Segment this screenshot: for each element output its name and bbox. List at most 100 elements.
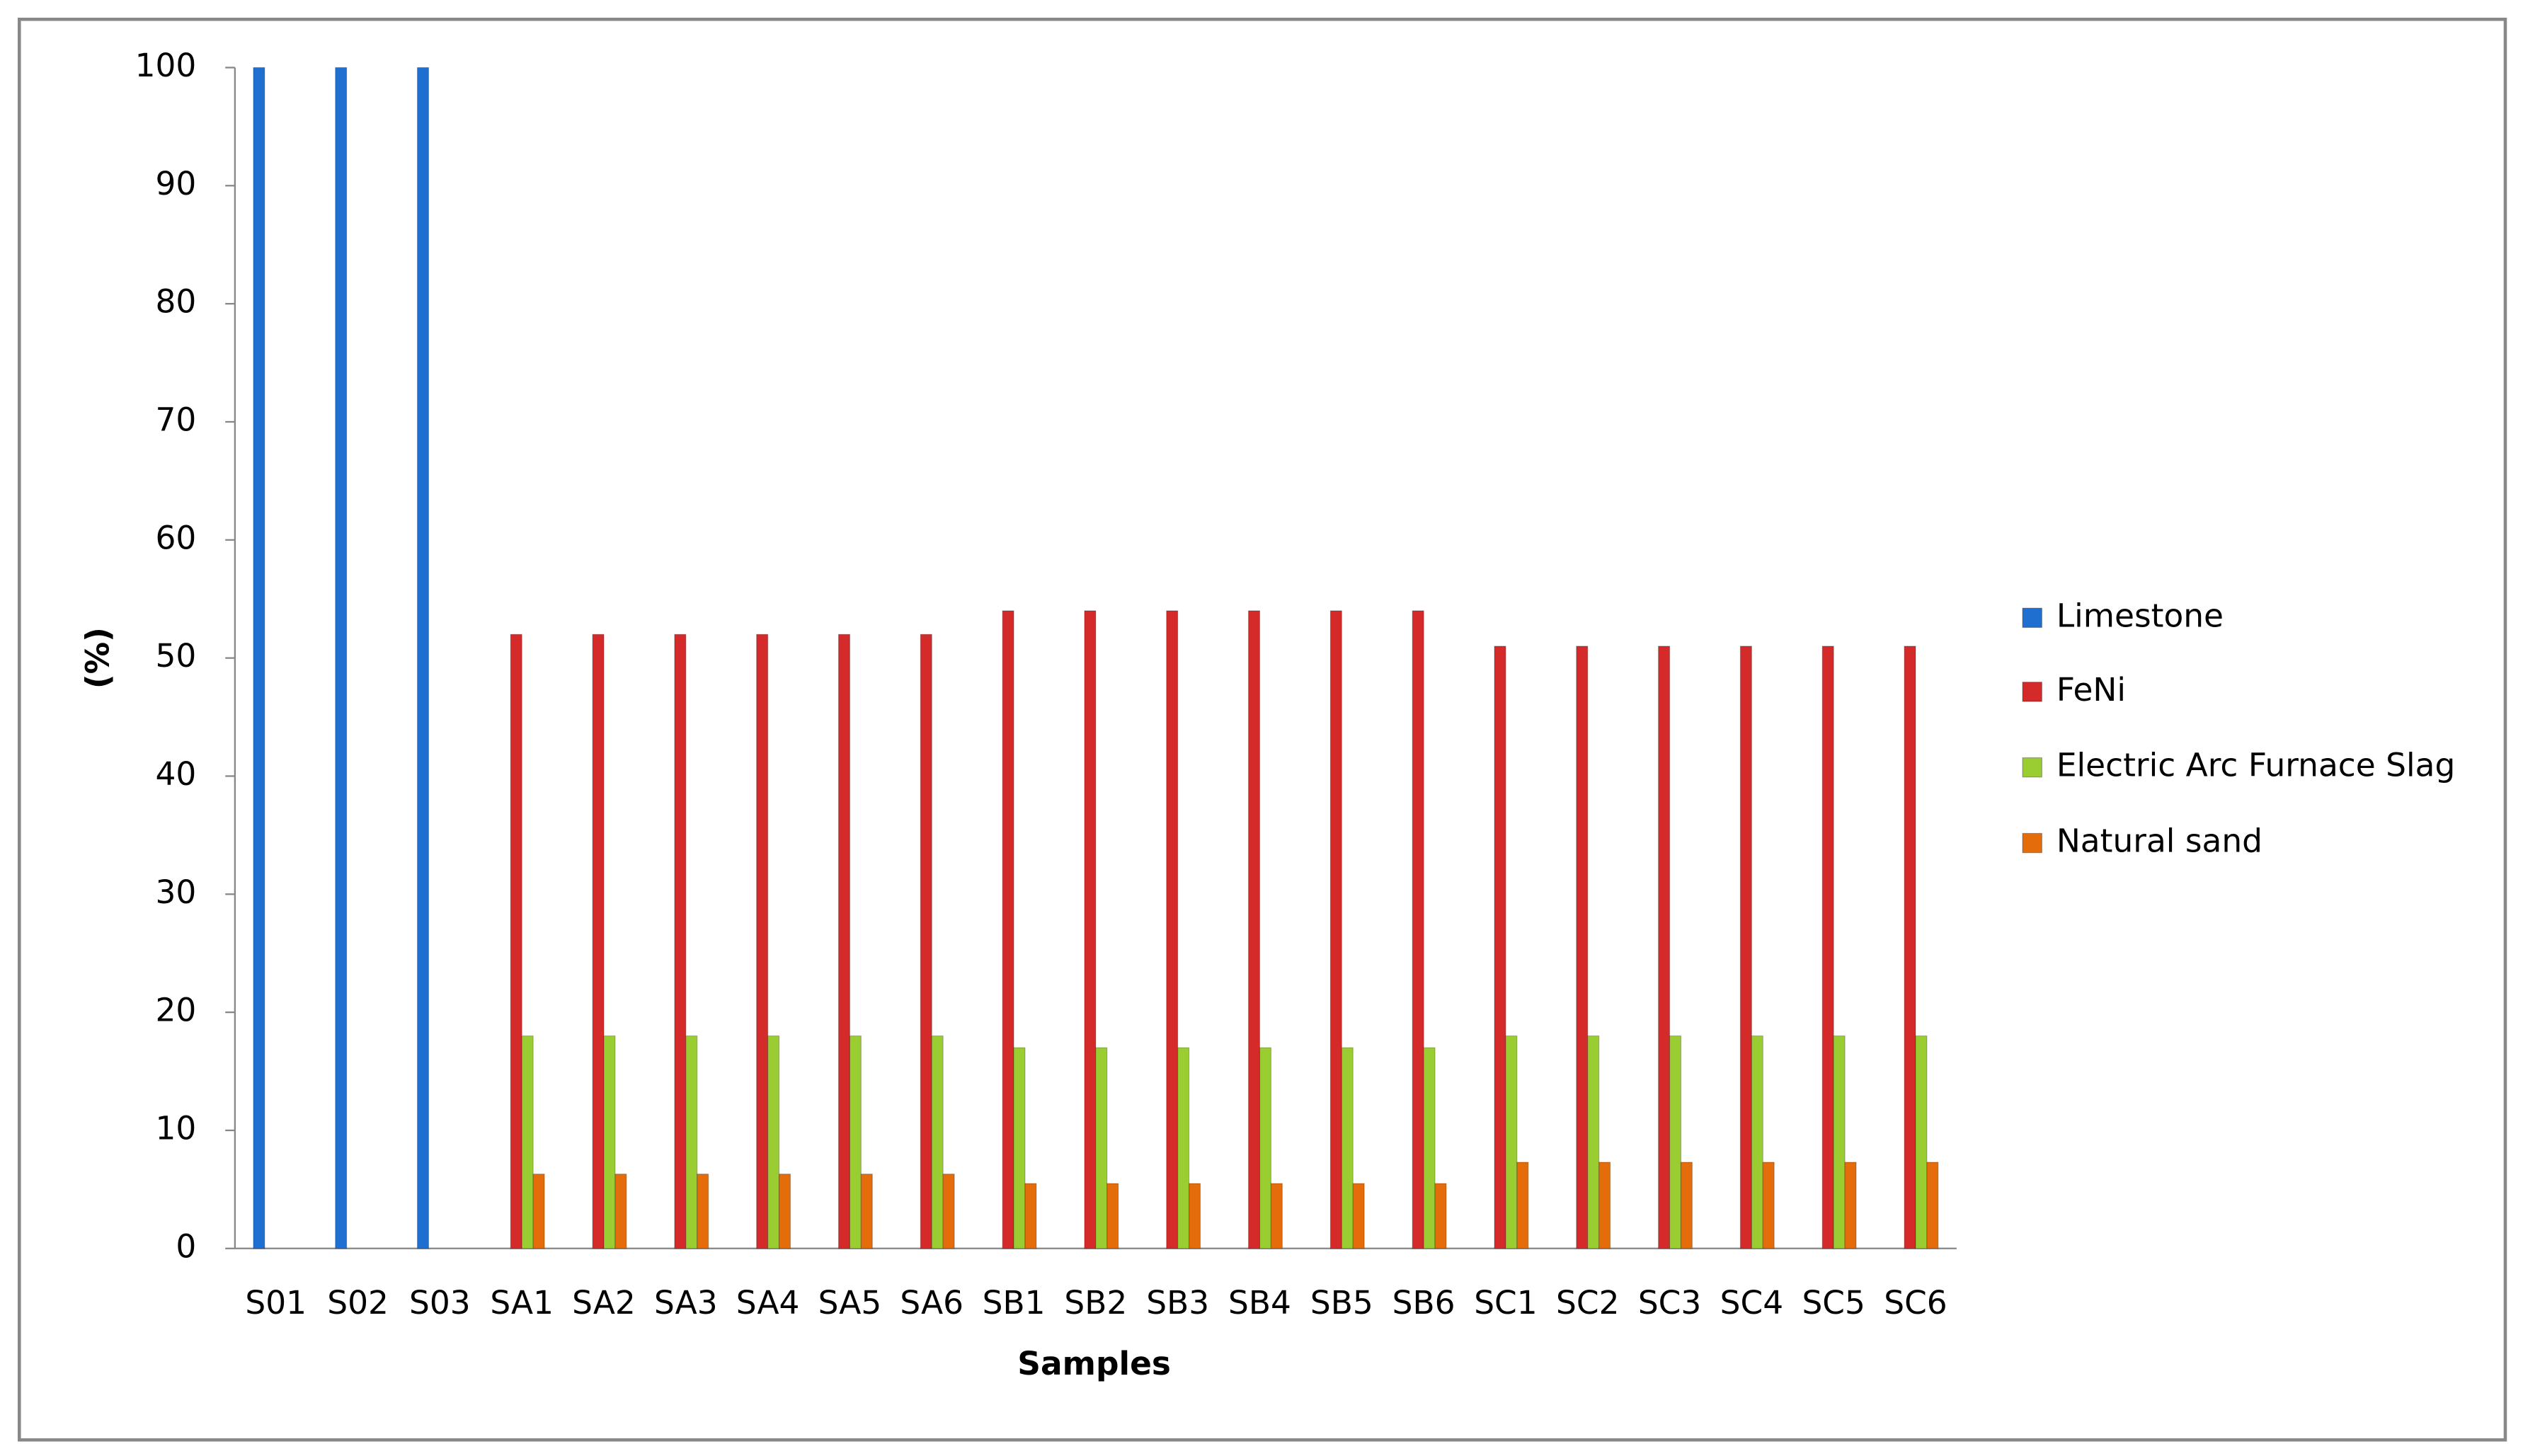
bar bbox=[1189, 1183, 1201, 1249]
x-tick-label: SB5 bbox=[1310, 1284, 1373, 1322]
bar bbox=[837, 634, 851, 1249]
x-tick-label: SB2 bbox=[1064, 1284, 1127, 1322]
bar bbox=[1904, 646, 1916, 1249]
bar bbox=[603, 1035, 616, 1249]
x-axis-title: Samples bbox=[1017, 1345, 1171, 1382]
bar bbox=[860, 1174, 873, 1249]
x-tick-label: SB6 bbox=[1392, 1284, 1455, 1322]
bar bbox=[1739, 646, 1752, 1249]
bar bbox=[674, 634, 687, 1249]
y-tick-label: 90 bbox=[155, 165, 196, 202]
legend-swatch bbox=[2022, 607, 2042, 629]
y-tick-label: 70 bbox=[155, 401, 196, 438]
bar bbox=[1576, 646, 1589, 1249]
bar bbox=[1587, 1035, 1600, 1249]
bar bbox=[685, 1035, 698, 1249]
y-tick-label: 30 bbox=[155, 873, 196, 911]
bar bbox=[1259, 1047, 1271, 1249]
bar bbox=[920, 634, 932, 1249]
x-tick-label: SA1 bbox=[490, 1284, 554, 1322]
x-tick-label: SC5 bbox=[1802, 1284, 1865, 1322]
y-tick-label: 10 bbox=[155, 1109, 196, 1147]
bar bbox=[1166, 610, 1179, 1249]
legend-swatch bbox=[2022, 682, 2042, 702]
x-tick-label: SC2 bbox=[1556, 1284, 1619, 1322]
legend-swatch bbox=[2022, 832, 2042, 854]
bar bbox=[1762, 1162, 1775, 1249]
legend-swatch bbox=[2022, 757, 2042, 778]
bar bbox=[1248, 610, 1261, 1249]
y-tick-label: 100 bbox=[135, 47, 197, 84]
bar bbox=[510, 634, 522, 1249]
bar bbox=[1669, 1035, 1682, 1249]
bar bbox=[1352, 1183, 1365, 1249]
y-tick-label: 50 bbox=[155, 637, 196, 675]
bar bbox=[778, 1174, 791, 1249]
bar bbox=[1177, 1047, 1190, 1249]
x-tick-label: SC1 bbox=[1474, 1284, 1537, 1322]
bar bbox=[1412, 610, 1424, 1249]
bar bbox=[1013, 1047, 1026, 1249]
x-tick-label: SA3 bbox=[654, 1284, 718, 1322]
x-tick-label: SB3 bbox=[1146, 1284, 1209, 1322]
x-tick-label: SA6 bbox=[900, 1284, 963, 1322]
bar bbox=[1329, 610, 1342, 1249]
bar bbox=[1680, 1162, 1693, 1249]
bar bbox=[532, 1174, 545, 1249]
bar bbox=[756, 634, 769, 1249]
y-tick-label: 0 bbox=[176, 1227, 196, 1265]
bar bbox=[1084, 610, 1097, 1249]
bar bbox=[335, 67, 348, 1249]
bar bbox=[1658, 646, 1671, 1249]
bar bbox=[1423, 1047, 1436, 1249]
bar bbox=[521, 1035, 534, 1249]
bar bbox=[1516, 1162, 1529, 1249]
legend-label: Natural sand bbox=[2056, 822, 2262, 860]
bar bbox=[1915, 1035, 1928, 1249]
bar bbox=[1821, 646, 1834, 1249]
y-tick-label: 40 bbox=[155, 755, 196, 793]
y-tick-label: 20 bbox=[155, 992, 196, 1029]
x-tick-label: SC4 bbox=[1720, 1284, 1783, 1322]
bar bbox=[1751, 1035, 1763, 1249]
bar bbox=[592, 634, 605, 1249]
bar bbox=[1002, 610, 1014, 1249]
legend-label: FeNi bbox=[2056, 671, 2126, 709]
x-tick-label: SA2 bbox=[572, 1284, 636, 1322]
bar bbox=[849, 1035, 862, 1249]
bar bbox=[697, 1174, 709, 1249]
bar bbox=[1494, 646, 1506, 1249]
bar bbox=[1106, 1183, 1119, 1249]
bar bbox=[1926, 1162, 1939, 1249]
bar bbox=[1598, 1162, 1611, 1249]
x-tick-label: SB1 bbox=[983, 1284, 1046, 1322]
bar bbox=[1505, 1035, 1518, 1249]
x-tick-label: SC6 bbox=[1884, 1284, 1947, 1322]
legend-label: Limestone bbox=[2056, 597, 2224, 634]
bar bbox=[1434, 1183, 1447, 1249]
x-tick-label: SA5 bbox=[818, 1284, 882, 1322]
bar bbox=[253, 67, 265, 1249]
x-tick-label: S02 bbox=[327, 1284, 389, 1322]
bar bbox=[1341, 1047, 1354, 1249]
bar bbox=[417, 67, 430, 1249]
bar bbox=[942, 1174, 955, 1249]
x-tick-label: S03 bbox=[409, 1284, 471, 1322]
x-tick-label: S01 bbox=[245, 1284, 307, 1322]
bar bbox=[1095, 1047, 1108, 1249]
bar bbox=[1844, 1162, 1857, 1249]
bar bbox=[614, 1174, 627, 1249]
y-axis-title: (%) bbox=[79, 627, 116, 689]
bar bbox=[931, 1035, 944, 1249]
y-tick-label: 60 bbox=[155, 519, 196, 556]
x-tick-label: SC3 bbox=[1638, 1284, 1701, 1322]
bar bbox=[767, 1035, 780, 1249]
bar bbox=[1833, 1035, 1846, 1249]
bar bbox=[1024, 1183, 1037, 1249]
x-tick-label: SA4 bbox=[736, 1284, 800, 1322]
bar bbox=[1270, 1183, 1283, 1249]
legend-label: Electric Arc Furnace Slag bbox=[2056, 747, 2456, 784]
y-tick-label: 80 bbox=[155, 283, 196, 321]
x-tick-label: SB4 bbox=[1228, 1284, 1291, 1322]
